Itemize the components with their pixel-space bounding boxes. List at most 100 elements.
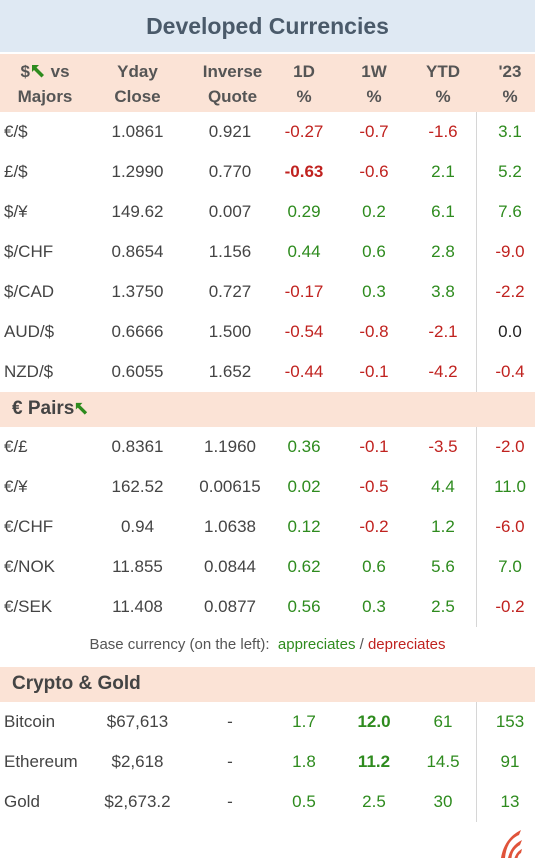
cell-y23: 0.0 — [498, 322, 522, 341]
cell-w1: 0.6 — [362, 242, 386, 261]
cell-inverse: 0.0844 — [204, 557, 256, 576]
cell-inverse: - — [227, 712, 233, 731]
cell-inverse: - — [227, 752, 233, 771]
table-row: NZD/$ 0.6055 1.652 -0.44 -0.1 -4.2 -0.4 — [0, 352, 535, 392]
cell-close: 1.0861 — [111, 122, 164, 141]
cell-pair: Gold — [4, 792, 40, 811]
arrow-up-left-icon — [76, 402, 88, 415]
cell-d1: 0.5 — [292, 792, 316, 811]
cell-w1: -0.1 — [359, 437, 389, 456]
legend-depreciates: depreciates — [367, 636, 446, 653]
cell-pair: £/$ — [4, 162, 28, 181]
cell-inverse: - — [227, 792, 233, 811]
cell-close: 0.6666 — [111, 322, 164, 341]
cell-pair: Ethereum — [4, 752, 78, 771]
header-col-2023: '23% — [498, 62, 522, 106]
header-col-ytd: YTD% — [426, 62, 460, 106]
cell-w1: 0.6 — [362, 557, 386, 576]
table-row: €/$ 1.0861 0.921 -0.27 -0.7 -1.6 3.1 — [0, 112, 535, 152]
cell-inverse: 1.156 — [208, 242, 252, 261]
cell-ytd: 3.8 — [431, 282, 455, 301]
table-row: Gold $2,673.2 - 0.5 2.5 30 13 — [0, 782, 535, 822]
cell-y23: -2.2 — [495, 282, 525, 301]
table-row: Bitcoin $67,613 - 1.7 12.0 61 153 — [0, 702, 535, 742]
cell-inverse: 1.652 — [208, 362, 252, 381]
cell-close: 1.2990 — [111, 162, 164, 181]
cell-close: 162.52 — [111, 477, 164, 496]
cell-d1: 1.8 — [292, 752, 316, 771]
cell-close: 11.855 — [112, 557, 163, 576]
table-row: AUD/$ 0.6666 1.500 -0.54 -0.8 -2.1 0.0 — [0, 312, 535, 352]
cell-w1: -0.8 — [359, 322, 389, 341]
cell-d1: 0.62 — [287, 557, 321, 576]
column-divider — [476, 112, 477, 392]
cell-w1: 11.2 — [357, 752, 391, 771]
cell-d1: 0.12 — [287, 517, 321, 536]
cell-y23: -0.2 — [495, 597, 525, 616]
cell-d1: -0.44 — [284, 362, 324, 381]
cell-pair: $/¥ — [4, 202, 28, 221]
cell-inverse: 0.727 — [208, 282, 252, 301]
cell-y23: 3.1 — [498, 122, 522, 141]
cell-y23: 7.0 — [498, 557, 522, 576]
table-row: €/£ 0.8361 1.1960 0.36 -0.1 -3.5 -2.0 — [0, 427, 535, 467]
table-row: $/¥ 149.62 0.007 0.29 0.2 6.1 7.6 — [0, 192, 535, 232]
cell-w1: 0.2 — [362, 202, 386, 221]
cell-ytd: 2.5 — [431, 597, 455, 616]
table-row: €/NOK 11.855 0.0844 0.62 0.6 5.6 7.0 — [0, 547, 535, 587]
page-title: Developed Currencies — [0, 0, 535, 52]
crypto-gold-section-header: Crypto & Gold — [0, 667, 535, 702]
table-row: $/CHF 0.8654 1.156 0.44 0.6 2.8 -9.0 — [0, 232, 535, 272]
cell-y23: -2.0 — [495, 437, 525, 456]
cell-inverse: 1.1960 — [204, 437, 256, 456]
table-header: $ vs Majors Yday Close Inverse Quote 1D% 1… — [0, 54, 535, 112]
cell-inverse: 1.500 — [208, 322, 252, 341]
cell-d1: 0.36 — [287, 437, 321, 456]
cell-pair: €/SEK — [4, 597, 53, 616]
cell-y23: 5.2 — [498, 162, 522, 181]
euro-pairs-section-header: € Pairs — [0, 392, 535, 427]
table-row: €/¥ 162.52 0.00615 0.02 -0.5 4.4 11.0 — [0, 467, 535, 507]
cell-w1: -0.1 — [359, 362, 389, 381]
cell-w1: -0.2 — [359, 517, 389, 536]
cell-close: 0.8654 — [111, 242, 164, 261]
cell-y23: 11.0 — [494, 477, 526, 496]
cell-w1: -0.7 — [359, 122, 389, 141]
table-row: €/CHF 0.94 1.0638 0.12 -0.2 1.2 -6.0 — [0, 507, 535, 547]
cell-y23: -0.4 — [495, 362, 525, 381]
cell-d1: 0.56 — [287, 597, 321, 616]
cell-inverse: 0.770 — [208, 162, 252, 181]
cell-d1: -0.63 — [284, 162, 324, 181]
cell-close: 0.94 — [120, 517, 155, 536]
cell-ytd: 6.1 — [431, 202, 455, 221]
cell-pair: €/£ — [4, 437, 28, 456]
cell-ytd: -3.5 — [428, 437, 458, 456]
table-row: £/$ 1.2990 0.770 -0.63 -0.6 2.1 5.2 — [0, 152, 535, 192]
cell-pair: NZD/$ — [4, 362, 54, 381]
cell-close: $67,613 — [106, 712, 169, 731]
cell-w1: 0.3 — [362, 282, 386, 301]
cell-ytd: -4.2 — [428, 362, 458, 381]
cell-w1: 0.3 — [362, 597, 386, 616]
legend-appreciates: appreciates — [277, 636, 356, 653]
cell-d1: 0.02 — [287, 477, 321, 496]
cell-w1: -0.6 — [359, 162, 389, 181]
cell-ytd: 1.2 — [431, 517, 455, 536]
cell-close: 0.8361 — [111, 437, 164, 456]
cell-y23: 13 — [500, 792, 520, 811]
header-col-1d: 1D% — [293, 62, 315, 106]
cell-y23: -6.0 — [495, 517, 525, 536]
cell-pair: €/$ — [4, 122, 28, 141]
column-divider — [476, 427, 477, 627]
cell-close: 149.62 — [111, 202, 164, 221]
cell-d1: 1.7 — [292, 712, 316, 731]
header-col-pair: $ vs Majors — [17, 62, 73, 106]
cell-pair: AUD/$ — [4, 322, 55, 341]
column-divider — [476, 702, 477, 822]
cell-ytd: 2.8 — [431, 242, 455, 261]
header-col-inverse: Inverse Quote — [202, 62, 263, 106]
cell-inverse: 0.0877 — [204, 597, 256, 616]
cell-inverse: 0.00615 — [199, 477, 261, 496]
header-col-1w: 1W% — [361, 62, 387, 106]
cell-pair: €/CHF — [4, 517, 54, 536]
